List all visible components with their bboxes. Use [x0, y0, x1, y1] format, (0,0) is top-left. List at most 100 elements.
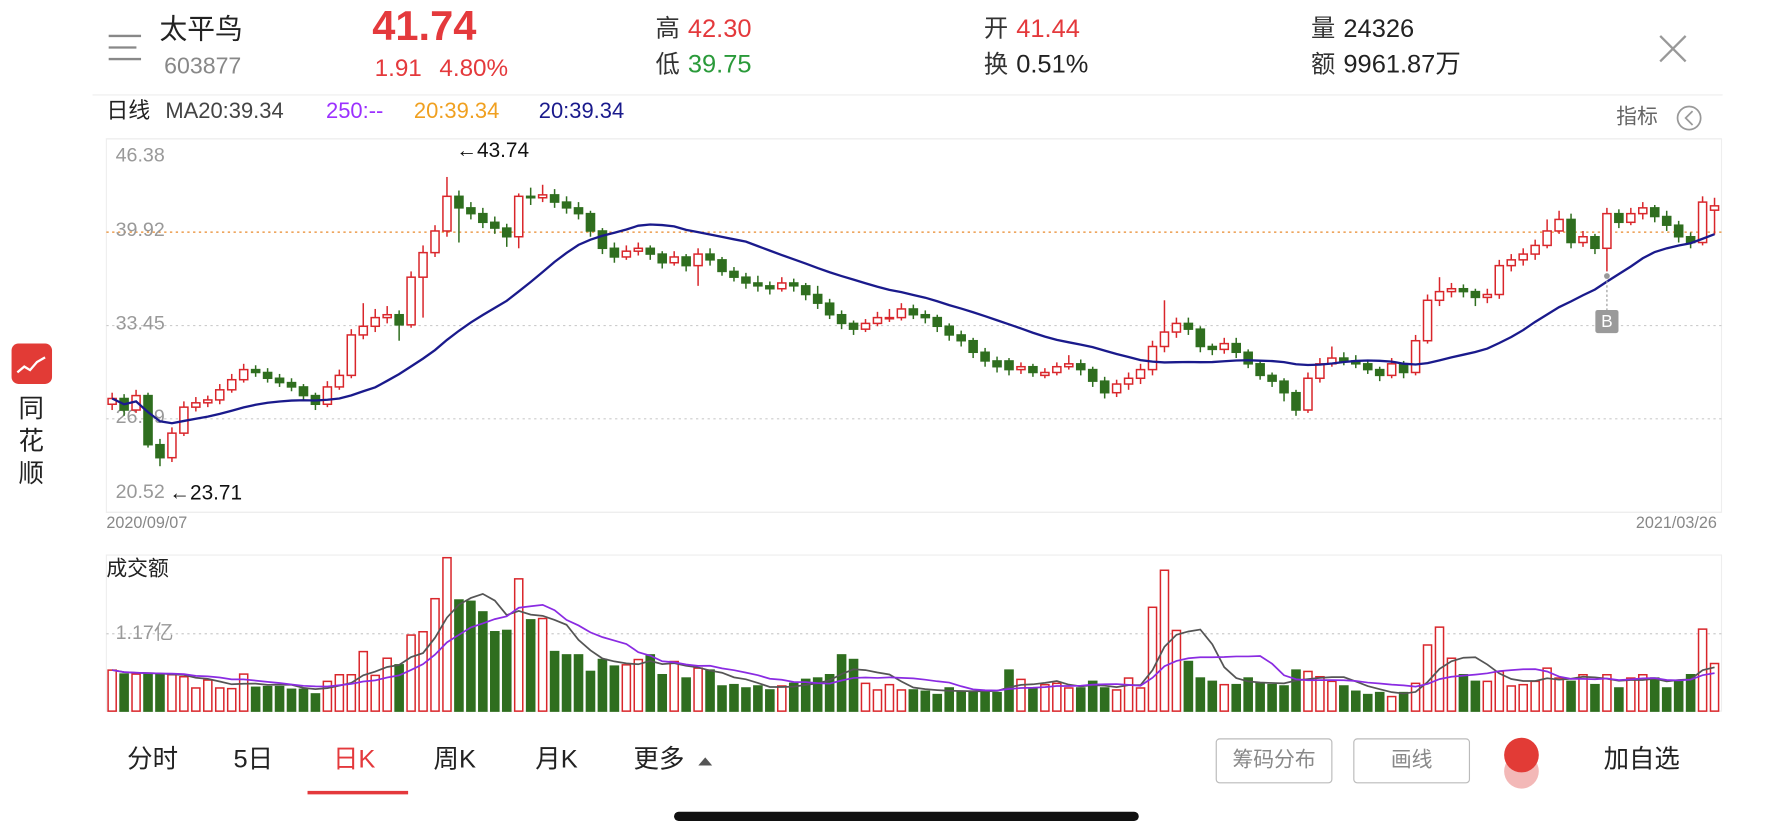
candle-body — [358, 325, 369, 336]
volume-bar — [1685, 673, 1696, 712]
volume-bar — [729, 683, 739, 712]
candle-body — [406, 276, 416, 326]
volume-bar — [788, 682, 799, 712]
volume-bar — [1362, 693, 1373, 712]
candle-body — [1207, 345, 1218, 351]
candle-body — [143, 394, 153, 446]
candle-body — [549, 194, 560, 203]
candle-body — [1099, 380, 1110, 394]
draw-button[interactable] — [1353, 738, 1471, 784]
stat-key: 开 — [984, 16, 1008, 43]
y-tick-label: 33.45 — [116, 313, 165, 335]
volume-bar — [1578, 673, 1588, 712]
candle-body — [765, 285, 775, 290]
volume-bar — [753, 685, 763, 712]
candle-body — [1016, 365, 1026, 371]
volume-bar — [1052, 682, 1062, 712]
candle-body — [1123, 377, 1134, 385]
candle-body — [167, 432, 177, 459]
volume-bar — [1207, 680, 1218, 712]
volume-bar — [884, 683, 895, 712]
candle-body — [1494, 264, 1505, 296]
volume-bar — [1494, 670, 1505, 712]
candle-body — [1064, 363, 1074, 368]
volume-bar — [191, 687, 201, 712]
candle-body — [1183, 322, 1194, 330]
volume-bar — [836, 654, 847, 712]
volume-bar — [442, 556, 452, 712]
volume-bar — [1602, 673, 1612, 712]
stat-key: 额 — [1311, 51, 1335, 78]
menu-icon[interactable] — [108, 34, 142, 61]
candle-body — [298, 386, 309, 397]
candle-body — [956, 334, 966, 342]
volume-bar — [1446, 657, 1457, 712]
add-watchlist[interactable]: 加自选 — [1604, 746, 1680, 774]
volume-bar — [1064, 687, 1074, 712]
record-button[interactable] — [1504, 737, 1539, 773]
candle-body — [645, 247, 656, 255]
candle-body — [800, 285, 811, 296]
volume-bar — [777, 685, 787, 712]
candle-body — [322, 386, 333, 406]
volume-bar — [1339, 685, 1349, 712]
candle-body — [501, 227, 512, 238]
volume-bar — [1542, 667, 1552, 712]
candle-body — [1111, 383, 1122, 394]
volume-bar — [1315, 675, 1325, 712]
candle-body — [1637, 207, 1648, 215]
candle-body — [1649, 207, 1660, 218]
tab[interactable]: 分时 — [127, 746, 178, 774]
tab[interactable]: 5日 — [234, 746, 274, 774]
candle-body — [537, 194, 548, 199]
change: 1.91 — [375, 55, 422, 82]
close-button[interactable] — [1659, 35, 1687, 63]
brand-icon[interactable] — [11, 343, 53, 384]
indicator-button[interactable]: 指标 — [1616, 106, 1658, 129]
home-indicator — [674, 811, 1139, 821]
volume-bar — [478, 611, 488, 712]
stat-value: 39.75 — [688, 51, 752, 79]
candle-body — [1004, 360, 1014, 371]
candle-body — [1506, 259, 1517, 267]
chip-button[interactable] — [1215, 738, 1333, 784]
candle-body — [1267, 374, 1277, 382]
candle-body — [1434, 290, 1445, 302]
candle-body — [1410, 339, 1421, 374]
tab[interactable]: 更多 — [634, 746, 685, 774]
volume-ma-line — [111, 603, 1715, 692]
volume-bar — [1099, 687, 1110, 712]
tab[interactable]: 月K — [535, 746, 577, 774]
volume-bar — [214, 687, 225, 712]
volume-bar — [1398, 691, 1409, 712]
candle-body — [669, 256, 679, 264]
volume-bar — [956, 690, 966, 712]
volume-bar — [454, 599, 464, 712]
candle-body — [214, 389, 225, 401]
chip-button-label: 筹码分布 — [1232, 748, 1315, 771]
x-end-label: 2021/03/26 — [1636, 514, 1717, 532]
candle-body — [812, 293, 823, 304]
volume-bar — [1231, 683, 1242, 712]
candle-body — [992, 360, 1002, 368]
volume-bar — [226, 687, 237, 712]
candle-body — [1422, 299, 1433, 342]
brand-char: 花 — [19, 428, 44, 456]
candle-body — [633, 247, 644, 252]
indicator-icon[interactable] — [1676, 105, 1702, 131]
volume-bar — [274, 685, 285, 712]
candle-body — [944, 325, 955, 336]
volume-bar — [1279, 685, 1289, 712]
tab[interactable]: 日K — [333, 746, 375, 774]
volume-bar — [1219, 683, 1230, 712]
volume-bar — [848, 658, 859, 712]
candle-body — [1386, 363, 1397, 377]
stat-value: 0.51% — [1016, 51, 1088, 79]
draw-button-label: 画线 — [1391, 748, 1433, 771]
volume-bar — [1350, 690, 1361, 712]
volume-bar — [1075, 687, 1086, 712]
volume-bar — [1016, 678, 1026, 712]
tab[interactable]: 周K — [434, 746, 476, 774]
candle-body — [621, 250, 632, 258]
